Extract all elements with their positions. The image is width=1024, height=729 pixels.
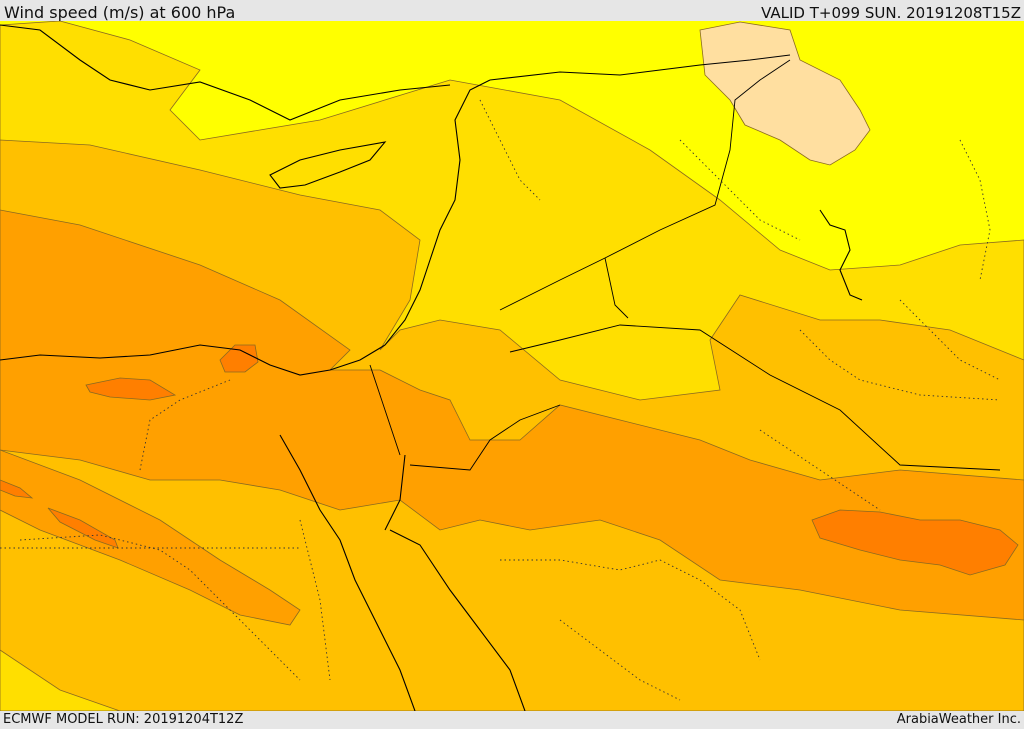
band-strong-streak-1 xyxy=(0,479,34,499)
wind-speed-map xyxy=(0,21,1024,711)
model-run: ECMWF MODEL RUN: 20191204T12Z xyxy=(3,712,244,727)
coastlines xyxy=(0,24,863,711)
valid-time: VALID T+099 SUN. 20191208T15Z xyxy=(761,4,1021,22)
credit-text: ArabiaWeather Inc. xyxy=(896,712,1021,727)
band-light-southwest xyxy=(0,649,121,711)
map-footer xyxy=(0,711,1024,729)
peach-area xyxy=(699,21,871,166)
band-orange-spur xyxy=(0,449,301,626)
band-strong-delta xyxy=(219,344,259,373)
map-title: Wind speed (m/s) at 600 hPa xyxy=(4,3,236,22)
map-header: Wind speed (m/s) at 600 hPa VALID T+099 … xyxy=(0,0,1024,22)
band-strong-west xyxy=(85,377,177,401)
band-orange xyxy=(0,209,1024,621)
band-strong-east xyxy=(811,509,1019,576)
country-borders xyxy=(369,59,1001,471)
admin-borders xyxy=(0,99,1001,701)
